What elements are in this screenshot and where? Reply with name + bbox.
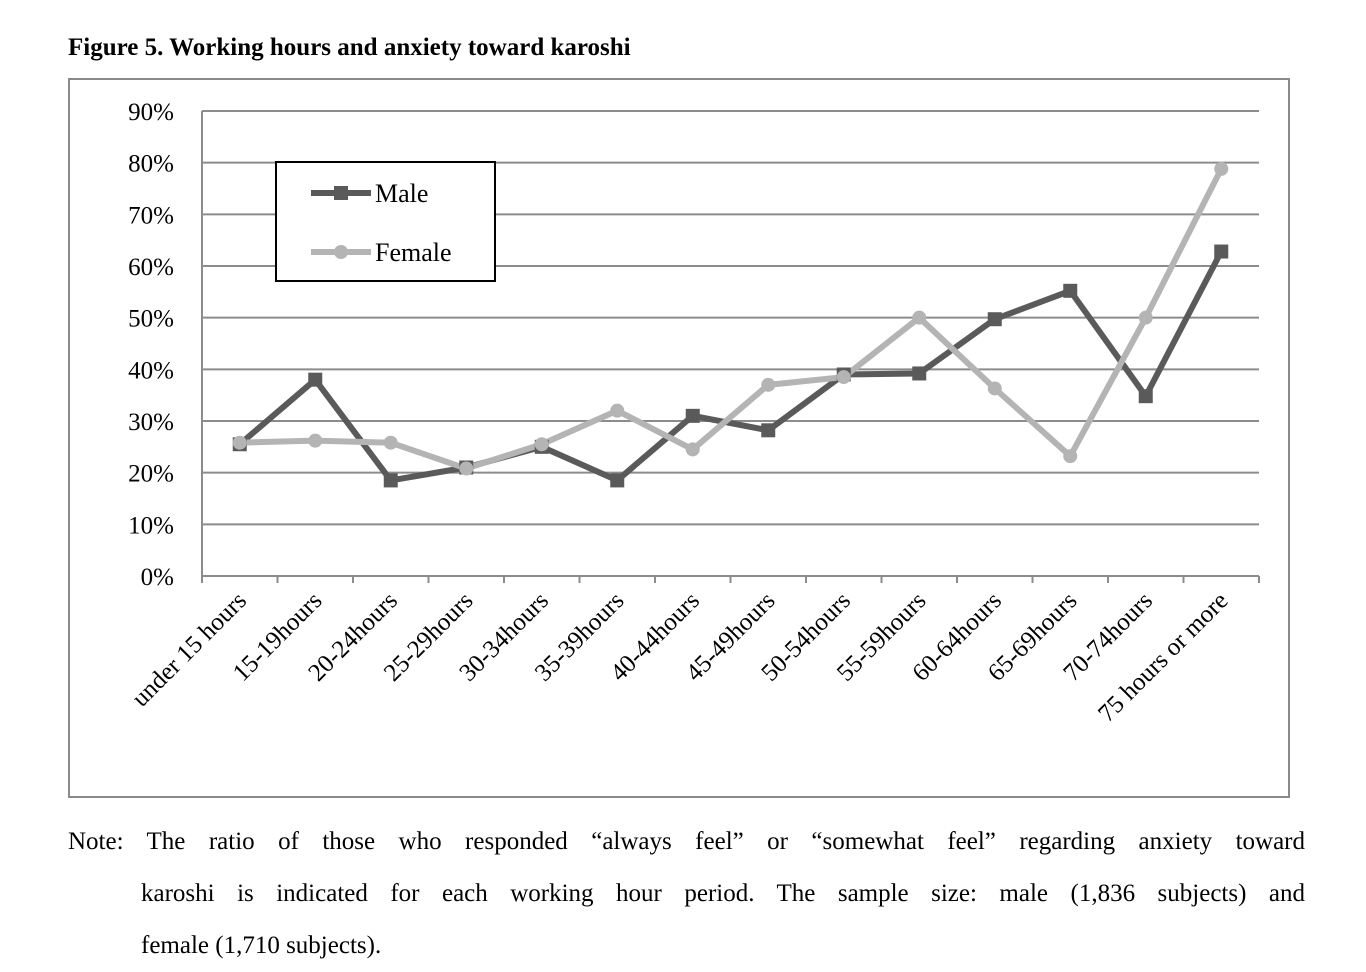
y-tick-label: 10% <box>128 512 174 539</box>
note-line-1: Note: The ratio of those who responded “… <box>68 828 1305 855</box>
y-tick-label: 90% <box>128 99 174 126</box>
female-data-point <box>610 403 625 418</box>
y-tick-label: 40% <box>128 357 174 384</box>
legend-box <box>275 161 496 282</box>
male-data-point <box>987 312 1002 327</box>
chart-frame <box>68 78 1290 798</box>
x-tick-label: 75 hours or more <box>1093 587 1233 727</box>
male-data-point <box>383 473 398 488</box>
female-data-point <box>1063 449 1078 464</box>
male-data-point <box>1214 244 1229 259</box>
y-tick-label: 50% <box>128 306 174 333</box>
series-line-male <box>237 250 1224 484</box>
male-data-point <box>610 473 625 488</box>
x-tick-label: under 15 hours <box>127 587 252 712</box>
male-data-point <box>1063 283 1078 298</box>
note-line-3: female (1,710 subjects). <box>141 932 382 959</box>
female-data-point <box>459 461 474 476</box>
y-tick-label: 30% <box>128 409 174 436</box>
y-tick-label: 20% <box>128 461 174 488</box>
female-data-point <box>685 442 700 457</box>
legend-label-male: Male <box>375 179 428 208</box>
figure-note: Note: The ratio of those who responded “… <box>68 816 1305 972</box>
male-data-point <box>761 423 776 438</box>
female-data-point <box>1138 310 1153 325</box>
male-data-point <box>685 408 700 423</box>
female-data-point <box>761 377 776 392</box>
legend-marker-square <box>334 186 348 200</box>
female-data-point <box>534 437 549 452</box>
line-chart: 0% 10% 20% 30% 40% 50% 60% 70% 80% 90% under 15 ho… <box>127 99 1260 728</box>
female-data-point <box>836 370 851 385</box>
note-line-2: karoshi is indicated for each working ho… <box>141 880 1305 907</box>
male-data-point <box>1138 389 1153 404</box>
female-data-point <box>232 435 247 450</box>
female-data-point <box>912 310 927 325</box>
y-tick-label: 70% <box>128 202 174 229</box>
y-tick-label: 60% <box>128 254 174 281</box>
y-tick-label: 80% <box>128 151 174 178</box>
male-data-point <box>912 366 927 381</box>
legend-label-female: Female <box>375 238 452 267</box>
female-data-point <box>383 435 398 450</box>
series-line-female <box>239 167 1224 472</box>
male-data-point <box>308 372 323 387</box>
y-tick-label: 0% <box>141 564 174 591</box>
female-data-point <box>308 433 323 448</box>
female-data-point <box>1214 161 1229 176</box>
legend-marker-circle <box>334 245 348 259</box>
figure-title: Figure 5. Working hours and anxiety towa… <box>68 34 631 61</box>
female-data-point <box>987 381 1002 396</box>
